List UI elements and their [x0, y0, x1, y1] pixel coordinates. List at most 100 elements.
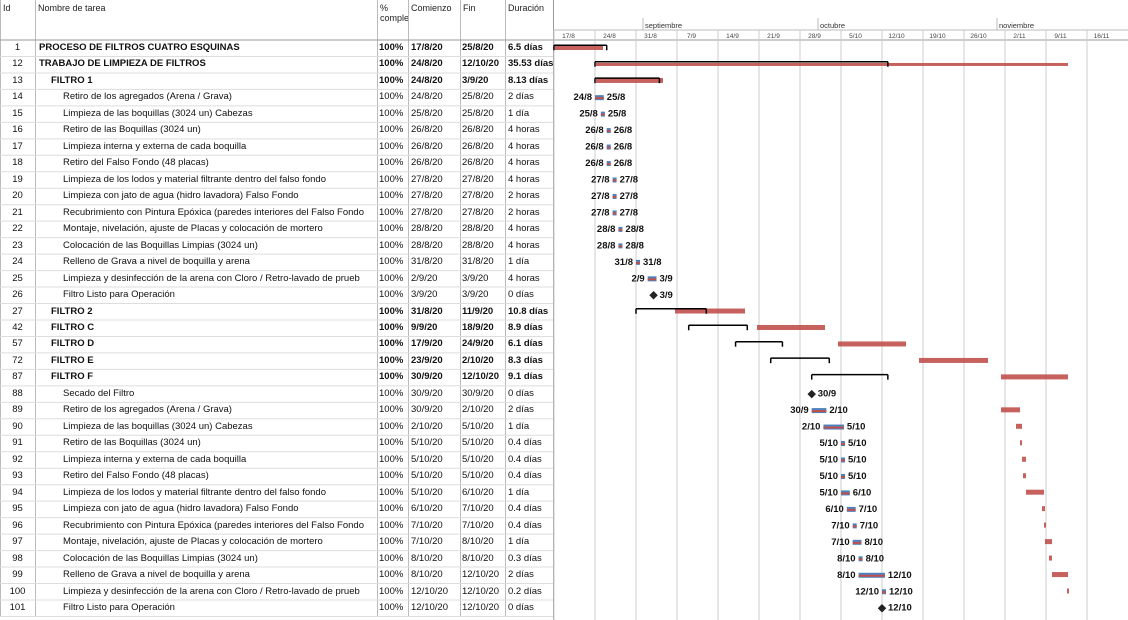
task-id: 17	[12, 140, 23, 152]
task-duration: 2 días	[508, 569, 534, 581]
task-end: 28/8/20	[462, 239, 494, 251]
header-bg	[0, 0, 1128, 40]
task-start: 5/10/20	[411, 453, 443, 465]
task-progress	[606, 146, 611, 149]
task-percent: 100%	[379, 552, 404, 564]
task-start: 30/9/20	[411, 371, 443, 383]
task-duration: 4 horas	[508, 124, 540, 136]
task-progress	[612, 195, 617, 198]
task-end: 26/8/20	[462, 124, 494, 136]
baseline-bar	[919, 357, 988, 363]
task-duration: 8.13 días	[508, 74, 549, 86]
task-name: Relleno de Grava a nivel de boquilla y a…	[63, 256, 250, 268]
task-duration: 0.2 días	[508, 585, 542, 597]
task-duration: 0 días	[508, 289, 534, 301]
task-name: Recubrimiento con Pintura Epóxica (pared…	[63, 519, 364, 531]
task-progress	[612, 212, 617, 215]
task-name: Colocación de las Boquillas Limpias (302…	[63, 239, 258, 251]
baseline-bar	[1044, 522, 1046, 528]
task-end: 18/9/20	[462, 321, 494, 333]
baseline-bar	[757, 324, 825, 330]
week-label: 17/8	[562, 33, 575, 40]
task-percent: 100%	[379, 338, 404, 350]
column-header: Duración	[508, 3, 545, 13]
task-id: 26	[12, 289, 23, 301]
task-start: 3/9/20	[411, 289, 438, 301]
task-name: FILTRO D	[51, 338, 95, 350]
task-progress	[882, 591, 886, 594]
bar-label: 8/10	[837, 570, 856, 581]
week-label: 9/11	[1054, 33, 1067, 40]
task-duration: 6.1 días	[508, 338, 543, 350]
task-percent: 100%	[379, 223, 404, 235]
task-name: Limpieza de los lodos y material filtran…	[63, 173, 326, 185]
task-start: 8/10/20	[411, 552, 443, 564]
task-duration: 2 horas	[508, 206, 540, 218]
bar-label: 28/8	[597, 224, 616, 235]
task-progress	[858, 558, 863, 561]
task-duration: 4 horas	[508, 223, 540, 235]
task-id: 94	[12, 486, 23, 498]
task-duration: 1 día	[508, 486, 530, 498]
task-end: 25/8/20	[462, 107, 494, 119]
baseline-bar	[838, 341, 906, 347]
bar-label: 7/10	[859, 504, 878, 515]
column-header: Fin	[463, 3, 476, 13]
task-duration: 9.1 días	[508, 371, 543, 383]
bar-label: 8/10	[866, 553, 885, 564]
task-percent: 100%	[379, 107, 404, 119]
task-end: 2/10/20	[462, 354, 494, 366]
task-start: 5/10/20	[411, 437, 443, 449]
bar-label: 12/10	[888, 570, 912, 581]
task-id: 1	[14, 42, 21, 53]
bar-label: 27/8	[591, 207, 610, 218]
bar-label: 27/8	[591, 175, 610, 186]
week-label: 28/9	[808, 33, 821, 40]
baseline-bar	[1023, 473, 1026, 479]
week-label: 24/8	[603, 33, 616, 40]
bar-label: 12/10	[888, 603, 912, 614]
task-percent: 100%	[379, 58, 404, 70]
task-start: 7/10/20	[411, 519, 443, 531]
task-name: PROCESO DE FILTROS CUATRO ESQUINAS	[39, 42, 240, 53]
task-end: 3/9/20	[462, 272, 489, 284]
task-percent: 100%	[379, 42, 404, 53]
task-duration: 8.3 días	[508, 354, 543, 366]
bar-label: 7/10	[831, 520, 850, 531]
week-label: 16/11	[1094, 33, 1110, 40]
task-duration: 35.53 días	[508, 58, 553, 70]
task-start: 2/9/20	[411, 272, 438, 284]
task-end: 2/10/20	[462, 404, 494, 416]
task-start: 31/8/20	[411, 256, 443, 268]
bar-label: 26/8	[614, 142, 633, 153]
task-progress	[841, 492, 850, 495]
task-name: Limpieza de los lodos y material filtran…	[63, 486, 326, 498]
task-start: 27/8/20	[411, 173, 443, 185]
task-duration: 4 horas	[508, 173, 540, 185]
task-duration: 0.3 días	[508, 552, 542, 564]
task-id: 16	[12, 124, 23, 136]
baseline-bar	[1049, 555, 1052, 561]
task-end: 7/10/20	[462, 519, 494, 531]
task-end: 24/9/20	[462, 338, 494, 350]
task-duration: 2 días	[508, 91, 534, 103]
task-percent: 100%	[379, 321, 404, 333]
task-end: 8/10/20	[462, 552, 494, 564]
task-id: 13	[12, 74, 23, 86]
task-duration: 0.4 días	[508, 503, 542, 515]
task-end: 5/10/20	[462, 470, 494, 482]
task-percent: 100%	[379, 569, 404, 581]
bar-label: 8/10	[865, 537, 884, 548]
task-name: TRABAJO DE LIMPIEZA DE FILTROS	[39, 58, 206, 70]
task-start: 24/8/20	[411, 58, 443, 70]
baseline-bar	[1042, 506, 1045, 512]
bar-label: 12/10	[855, 586, 879, 597]
task-start: 26/8/20	[411, 124, 443, 136]
column-header: Nombre de tarea	[38, 3, 106, 13]
task-start: 30/9/20	[411, 404, 443, 416]
baseline-bar	[675, 308, 745, 314]
milestone	[807, 389, 816, 399]
task-id: 12	[12, 58, 23, 70]
